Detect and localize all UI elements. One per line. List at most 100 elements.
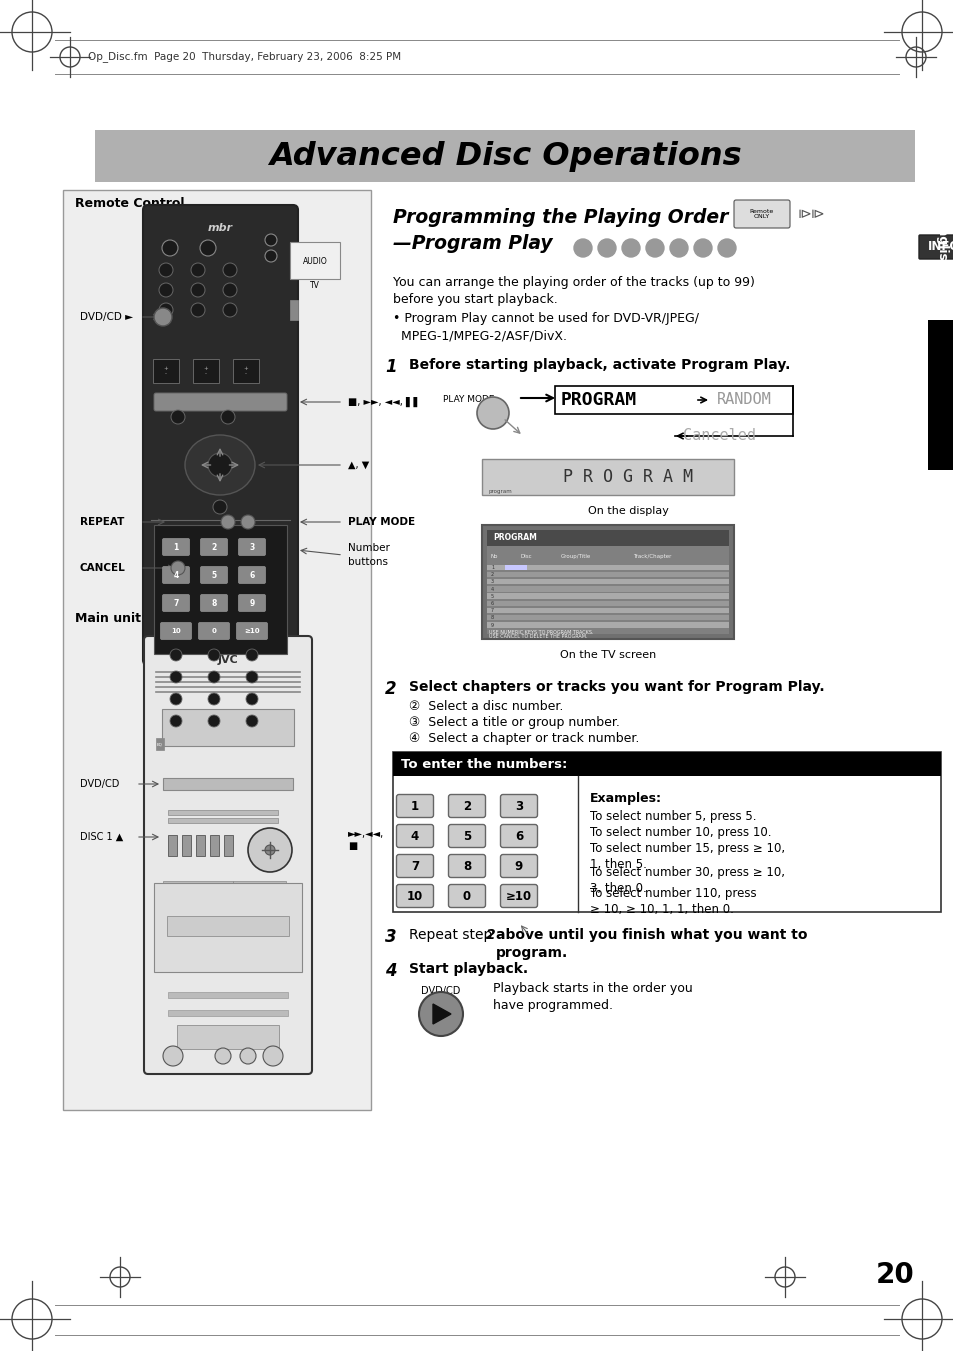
FancyBboxPatch shape bbox=[162, 709, 294, 746]
Circle shape bbox=[241, 515, 254, 530]
Circle shape bbox=[574, 239, 592, 257]
FancyBboxPatch shape bbox=[733, 200, 789, 228]
Text: 2: 2 bbox=[212, 543, 216, 551]
FancyBboxPatch shape bbox=[238, 594, 265, 612]
Circle shape bbox=[246, 648, 257, 661]
Text: Programming the Playing Order: Programming the Playing Order bbox=[393, 208, 727, 227]
Circle shape bbox=[170, 671, 182, 684]
Text: P R O G R A M: P R O G R A M bbox=[562, 467, 692, 486]
FancyBboxPatch shape bbox=[233, 901, 286, 907]
Circle shape bbox=[191, 282, 205, 297]
Text: Repeat step: Repeat step bbox=[409, 928, 497, 942]
Text: AUDIO: AUDIO bbox=[302, 258, 327, 266]
FancyBboxPatch shape bbox=[448, 824, 485, 847]
FancyBboxPatch shape bbox=[168, 992, 288, 998]
Text: Playback starts in the order you
have programmed.: Playback starts in the order you have pr… bbox=[493, 982, 692, 1012]
FancyBboxPatch shape bbox=[177, 1025, 278, 1048]
Text: 9: 9 bbox=[491, 623, 494, 628]
Circle shape bbox=[191, 263, 205, 277]
FancyBboxPatch shape bbox=[486, 530, 728, 546]
FancyBboxPatch shape bbox=[168, 811, 277, 815]
Text: PLAY MODE: PLAY MODE bbox=[348, 517, 415, 527]
Text: 3: 3 bbox=[515, 800, 522, 812]
Text: 2: 2 bbox=[385, 680, 396, 698]
FancyBboxPatch shape bbox=[162, 594, 190, 612]
Text: 5: 5 bbox=[491, 594, 494, 598]
Circle shape bbox=[265, 234, 276, 246]
Text: 5: 5 bbox=[462, 830, 471, 843]
Circle shape bbox=[246, 693, 257, 705]
FancyBboxPatch shape bbox=[393, 753, 940, 775]
Circle shape bbox=[718, 239, 735, 257]
FancyBboxPatch shape bbox=[200, 539, 227, 555]
Circle shape bbox=[221, 515, 234, 530]
FancyBboxPatch shape bbox=[153, 393, 287, 411]
Circle shape bbox=[246, 715, 257, 727]
Circle shape bbox=[170, 693, 182, 705]
Text: ▲, ▼: ▲, ▼ bbox=[348, 459, 369, 470]
FancyBboxPatch shape bbox=[233, 892, 286, 896]
Text: DVD/CD: DVD/CD bbox=[421, 986, 460, 996]
Text: 3: 3 bbox=[385, 928, 396, 946]
Text: ≥10: ≥10 bbox=[244, 628, 259, 634]
FancyBboxPatch shape bbox=[160, 623, 192, 639]
FancyBboxPatch shape bbox=[555, 386, 792, 413]
Circle shape bbox=[163, 1046, 183, 1066]
FancyBboxPatch shape bbox=[486, 578, 728, 585]
Circle shape bbox=[669, 239, 687, 257]
Text: —Program Play: —Program Play bbox=[393, 234, 552, 253]
Text: 7: 7 bbox=[491, 608, 494, 613]
FancyBboxPatch shape bbox=[486, 571, 728, 577]
FancyBboxPatch shape bbox=[162, 566, 190, 584]
Circle shape bbox=[621, 239, 639, 257]
Text: 4: 4 bbox=[385, 962, 396, 979]
FancyBboxPatch shape bbox=[163, 778, 293, 790]
Circle shape bbox=[214, 1048, 231, 1065]
FancyBboxPatch shape bbox=[448, 794, 485, 817]
Ellipse shape bbox=[185, 435, 254, 494]
Text: +
-: + - bbox=[243, 366, 248, 376]
FancyBboxPatch shape bbox=[233, 881, 286, 886]
Text: 1: 1 bbox=[411, 800, 418, 812]
Circle shape bbox=[265, 250, 276, 262]
FancyBboxPatch shape bbox=[290, 242, 339, 280]
Circle shape bbox=[223, 282, 236, 297]
FancyBboxPatch shape bbox=[396, 794, 433, 817]
Text: Number
buttons: Number buttons bbox=[348, 543, 390, 566]
FancyBboxPatch shape bbox=[486, 565, 728, 570]
FancyBboxPatch shape bbox=[153, 884, 302, 971]
Circle shape bbox=[263, 1046, 283, 1066]
Text: Select chapters or tracks you want for Program Play.: Select chapters or tracks you want for P… bbox=[409, 680, 823, 694]
Polygon shape bbox=[433, 1004, 451, 1024]
Circle shape bbox=[159, 303, 172, 317]
Text: Main unit: Main unit bbox=[75, 612, 141, 626]
FancyBboxPatch shape bbox=[481, 526, 733, 639]
Text: 1: 1 bbox=[491, 565, 494, 570]
Text: 7: 7 bbox=[173, 598, 178, 608]
FancyBboxPatch shape bbox=[152, 359, 179, 382]
FancyBboxPatch shape bbox=[396, 854, 433, 878]
Circle shape bbox=[248, 828, 292, 871]
FancyBboxPatch shape bbox=[63, 190, 371, 1111]
FancyBboxPatch shape bbox=[182, 835, 192, 855]
Text: 7: 7 bbox=[411, 859, 418, 873]
Text: Start playback.: Start playback. bbox=[409, 962, 528, 975]
FancyBboxPatch shape bbox=[168, 1011, 288, 1016]
Circle shape bbox=[171, 561, 185, 576]
Circle shape bbox=[645, 239, 663, 257]
Text: To select number 10, press 10.: To select number 10, press 10. bbox=[589, 825, 771, 839]
Circle shape bbox=[191, 303, 205, 317]
FancyBboxPatch shape bbox=[153, 526, 287, 654]
FancyBboxPatch shape bbox=[500, 854, 537, 878]
Text: CANCEL: CANCEL bbox=[80, 563, 126, 573]
Text: 1: 1 bbox=[173, 543, 178, 551]
Text: DVD/CD ►: DVD/CD ► bbox=[80, 312, 133, 322]
Text: 4: 4 bbox=[491, 586, 494, 592]
FancyBboxPatch shape bbox=[486, 621, 728, 628]
FancyBboxPatch shape bbox=[211, 835, 219, 855]
Text: REPEAT: REPEAT bbox=[80, 517, 124, 527]
Text: USE NUMERIC KEYS TO PROGRAM TRACKS.: USE NUMERIC KEYS TO PROGRAM TRACKS. bbox=[489, 630, 593, 635]
FancyBboxPatch shape bbox=[156, 738, 164, 750]
Text: 10: 10 bbox=[406, 889, 423, 902]
FancyBboxPatch shape bbox=[167, 916, 289, 936]
